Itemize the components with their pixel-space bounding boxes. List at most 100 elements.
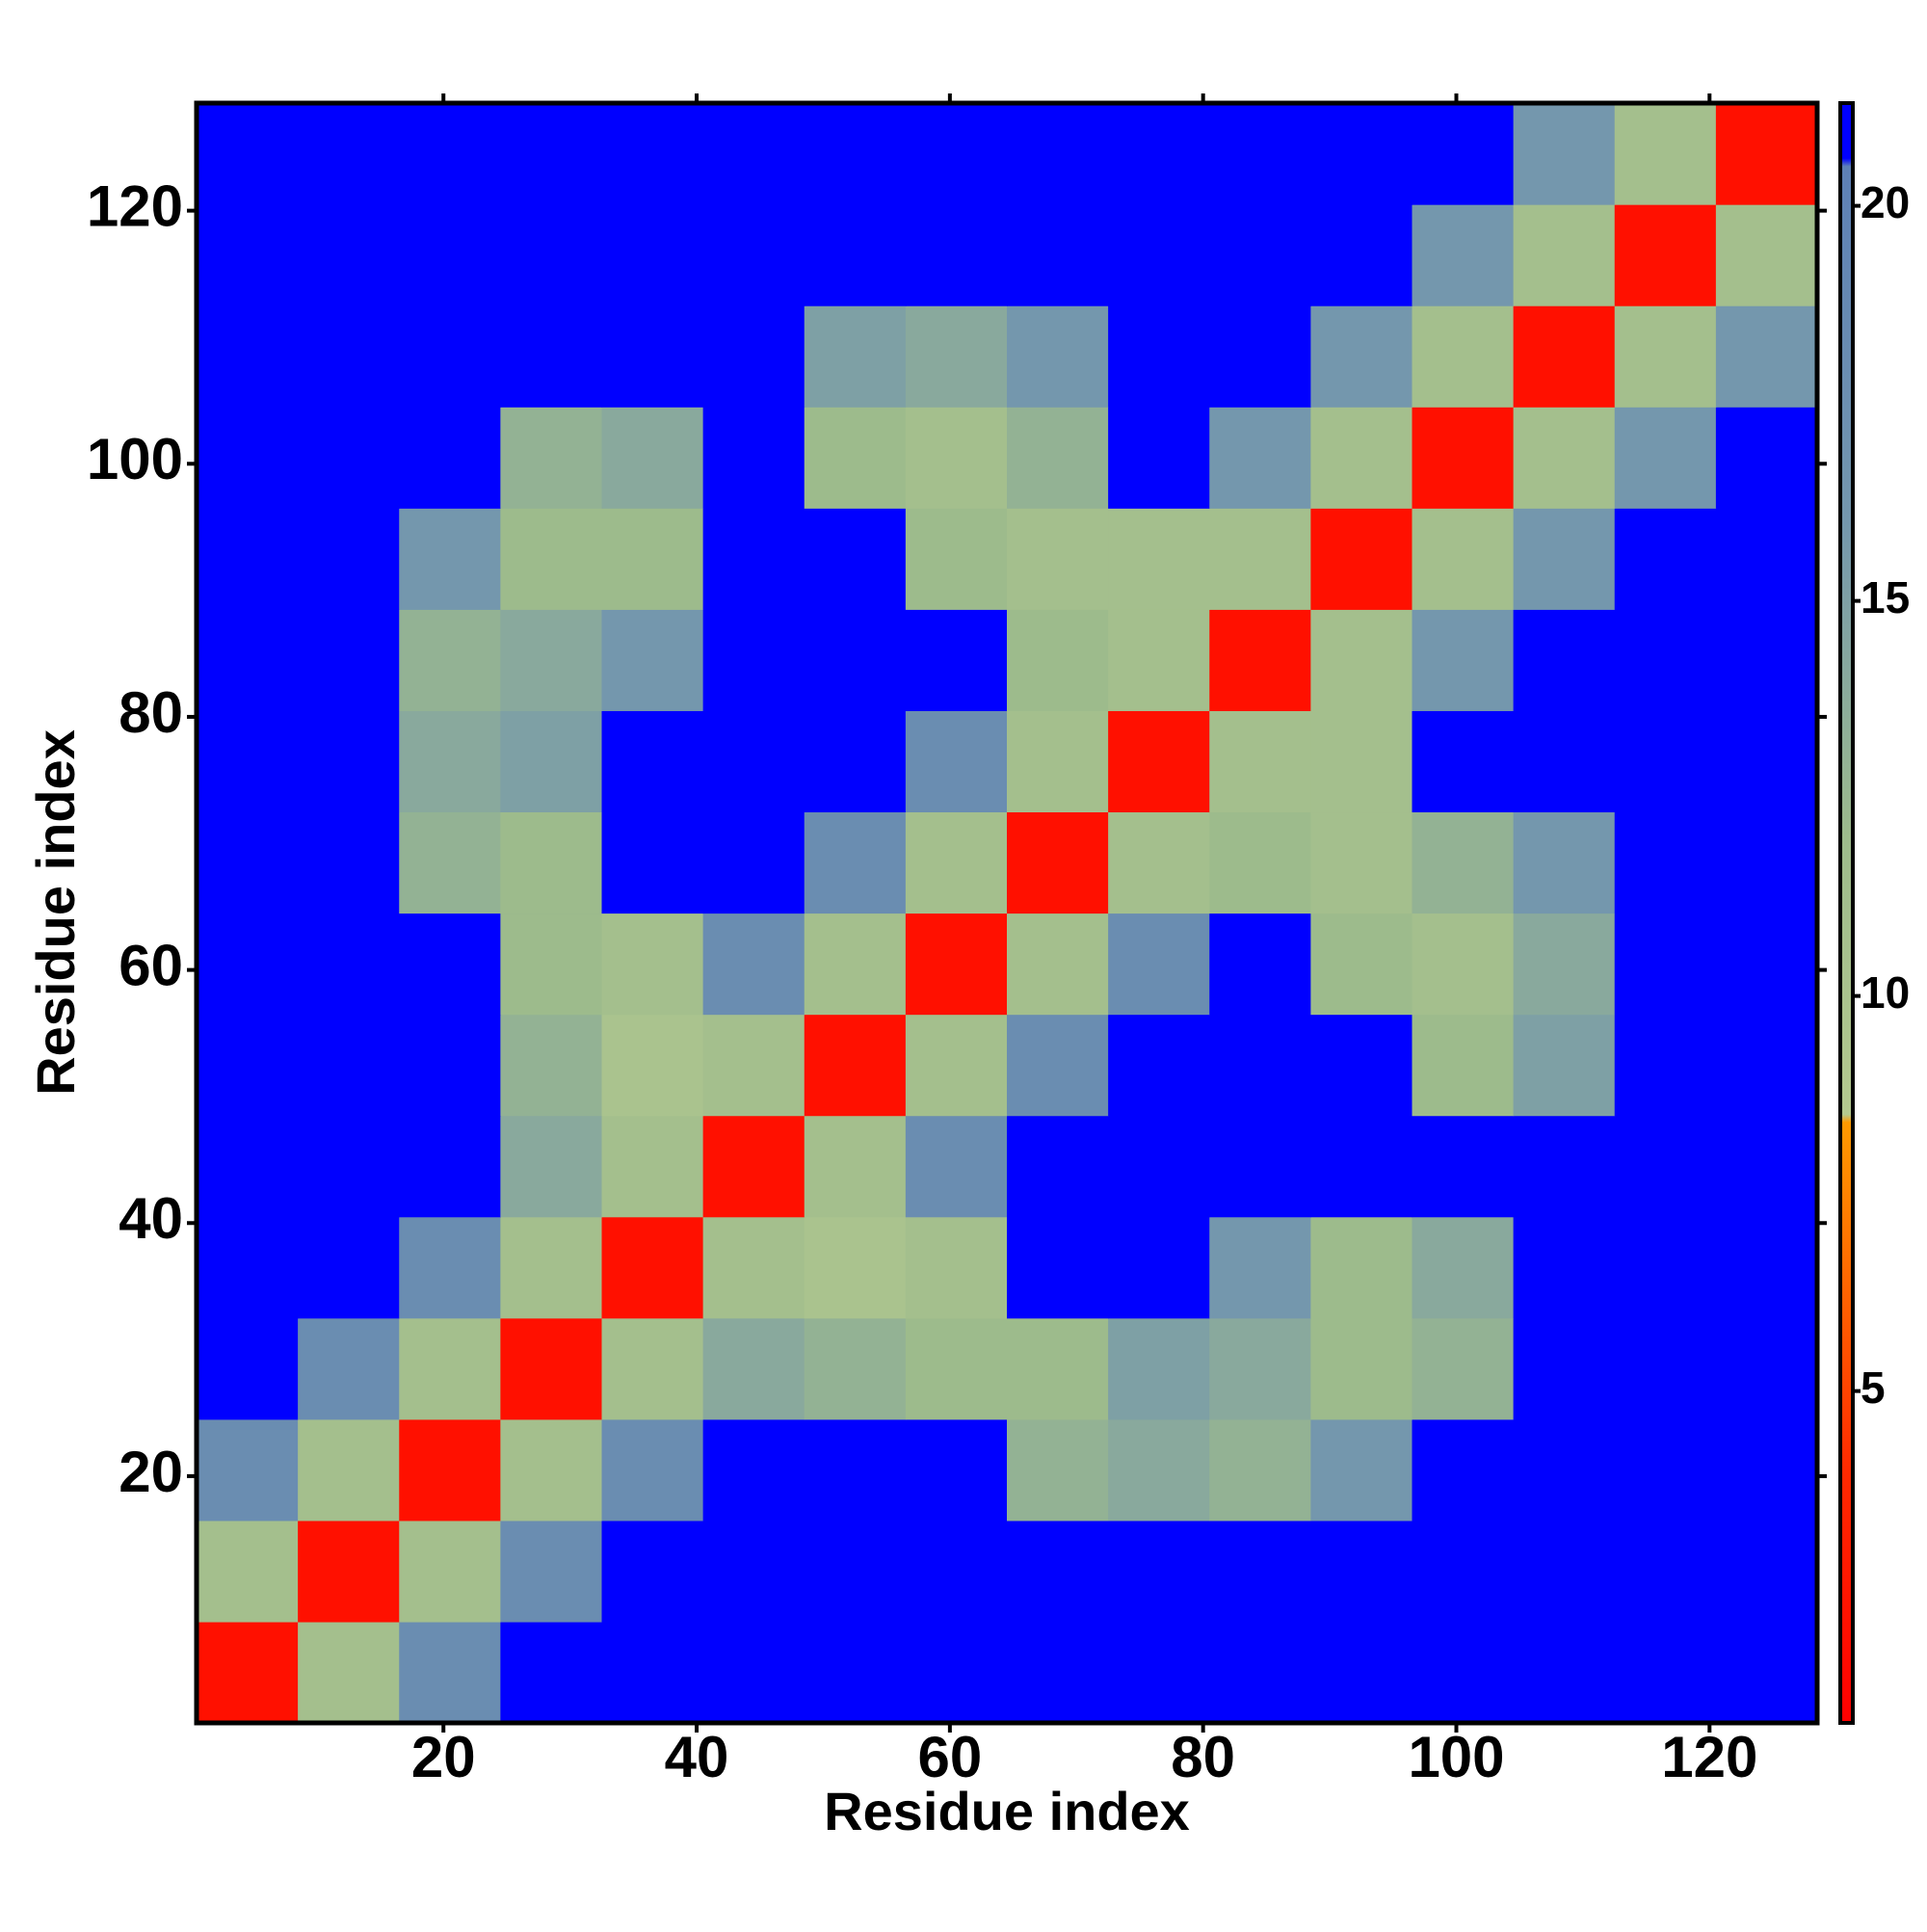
heatmap-cell: [298, 508, 400, 610]
heatmap-cell: [804, 710, 907, 813]
heatmap-cell: [1412, 1014, 1515, 1117]
heatmap-cell: [1715, 1115, 1818, 1218]
heatmap-cell: [197, 1418, 299, 1522]
heatmap-cell: [1108, 305, 1210, 408]
heatmap-cell: [1412, 1621, 1515, 1724]
heatmap-cell: [1209, 1317, 1311, 1420]
heatmap-cell: [1007, 204, 1109, 306]
heatmap-cell: [601, 609, 704, 711]
heatmap-cell: [1310, 508, 1413, 610]
heatmap-cell: [1412, 1317, 1515, 1420]
heatmap-cell: [1007, 609, 1109, 711]
y-axis-title: Residue index: [25, 729, 86, 1096]
heatmap-cell: [1513, 204, 1616, 306]
heatmap-cell: [1310, 1014, 1413, 1117]
x-tick-label: 120: [1661, 1725, 1757, 1789]
heatmap-cell: [197, 305, 299, 408]
heatmap-cell: [601, 1317, 704, 1420]
heatmap-cell: [601, 407, 704, 509]
heatmap-cell: [1715, 1621, 1818, 1724]
heatmap-cell: [1412, 710, 1515, 813]
heatmap-cell: [399, 305, 501, 408]
heatmap-cell: [1412, 811, 1515, 914]
plot-frame: [194, 100, 1820, 1726]
heatmap-cell: [905, 407, 1008, 509]
heatmap-cell: [804, 811, 907, 914]
heatmap-cell: [905, 204, 1008, 306]
y-tick-label: 120: [87, 173, 183, 238]
heatmap-cell: [1715, 609, 1818, 711]
heatmap-cell: [601, 508, 704, 610]
heatmap-cell: [601, 103, 704, 205]
heatmap-cell: [1715, 811, 1818, 914]
heatmap-cell: [1412, 609, 1515, 711]
heatmap-cell: [1007, 913, 1109, 1016]
heatmap-cell: [500, 1520, 603, 1623]
heatmap-cell: [1310, 1317, 1413, 1420]
x-tick-label: 80: [1171, 1725, 1235, 1789]
heatmap-cell: [601, 1621, 704, 1724]
heatmap-cell: [500, 1014, 603, 1117]
heatmap-cell: [399, 1520, 501, 1623]
heatmap-cell: [1108, 710, 1210, 813]
heatmap-cell: [399, 1014, 501, 1117]
heatmap-cell: [500, 103, 603, 205]
heatmap-cell: [399, 204, 501, 306]
heatmap-cell: [197, 811, 299, 914]
heatmap-cell: [1513, 305, 1616, 408]
heatmap-cell: [1412, 1520, 1515, 1623]
heatmap-cell: [197, 609, 299, 711]
heatmap-cell: [804, 1317, 907, 1420]
heatmap-cell: [1108, 1115, 1210, 1218]
heatmap-cell: [1412, 1418, 1515, 1522]
heatmap-cell: [1209, 1520, 1311, 1623]
heatmap-cell: [702, 1317, 805, 1420]
heatmap-cell: [298, 710, 400, 813]
heatmap-cell: [1310, 103, 1413, 205]
heatmap-cell: [702, 609, 805, 711]
heatmap-cell: [905, 1216, 1008, 1319]
heatmap-cell: [804, 1216, 907, 1319]
y-tick-label: 20: [119, 1440, 183, 1504]
heatmap-cell: [1412, 913, 1515, 1016]
heatmap-cell: [702, 710, 805, 813]
heatmap-cell: [905, 1317, 1008, 1420]
heatmap-cell: [197, 103, 299, 205]
colorbar-tick-label: 15: [1861, 572, 1910, 622]
heatmap-cell: [1715, 103, 1818, 205]
heatmap-cell: [1007, 1418, 1109, 1522]
heatmap-cell: [1513, 811, 1616, 914]
heatmap-cell: [601, 811, 704, 914]
heatmap-cell: [197, 710, 299, 813]
heatmap-cell: [399, 609, 501, 711]
heatmap-cell: [298, 204, 400, 306]
heatmap-cell: [298, 407, 400, 509]
heatmap-cell: [1513, 710, 1616, 813]
heatmap-cell: [1209, 305, 1311, 408]
heatmap-cell: [1412, 407, 1515, 509]
heatmap-cell: [1108, 1621, 1210, 1724]
heatmap-cell: [702, 1115, 805, 1218]
heatmap-cell: [1209, 609, 1311, 711]
heatmap-cell: [1614, 1115, 1717, 1218]
heatmap-cell: [1209, 1115, 1311, 1218]
heatmap-cell: [298, 1520, 400, 1623]
heatmap-cell: [804, 508, 907, 610]
heatmap-cell: [399, 1418, 501, 1522]
heatmap-cell: [905, 811, 1008, 914]
x-tick-label: 40: [665, 1725, 729, 1789]
heatmap-cell: [1614, 508, 1717, 610]
heatmap-cell: [1007, 103, 1109, 205]
heatmap-cell: [298, 1115, 400, 1218]
heatmap-cell: [1007, 1621, 1109, 1724]
heatmap-cell: [905, 103, 1008, 205]
heatmap-cell: [197, 913, 299, 1016]
heatmap-cell: [1614, 1520, 1717, 1623]
heatmap-cell: [905, 508, 1008, 610]
y-tick-label: 60: [119, 933, 183, 997]
heatmap-cell: [1614, 305, 1717, 408]
heatmap-cell: [1108, 204, 1210, 306]
heatmap-cell: [601, 1520, 704, 1623]
heatmap-cell: [1209, 407, 1311, 509]
heatmap-cell: [804, 1014, 907, 1117]
